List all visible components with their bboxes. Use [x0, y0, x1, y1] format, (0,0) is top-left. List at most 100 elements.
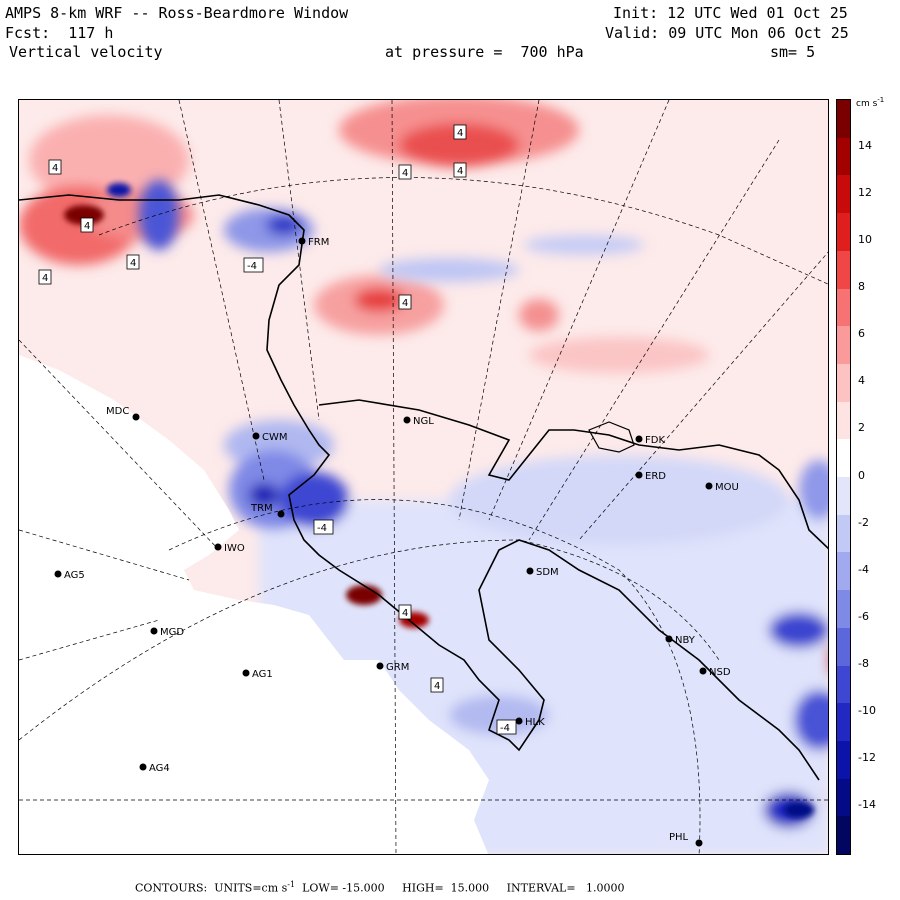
- contour-label-box: [453, 124, 467, 140]
- contour-label-box: [80, 217, 94, 233]
- colorbar-tick-label: -6: [858, 610, 869, 623]
- contour-label-text: 4: [434, 681, 440, 692]
- contour-label-box: [496, 719, 517, 735]
- colorbar-segment: [837, 627, 850, 666]
- colorbar-segment: [837, 703, 850, 742]
- colorbar-segment: [837, 363, 850, 403]
- station-label-sdm: SDM: [536, 567, 559, 578]
- station-label-frm: FRM: [308, 237, 329, 248]
- footer-contours: CONTOURS:: [135, 881, 208, 895]
- station-label-erd: ERD: [645, 471, 666, 482]
- colorbar-tick-label: 10: [858, 233, 872, 246]
- station-label-mdc: MDC: [106, 406, 129, 417]
- station-label-grm: GRM: [386, 662, 409, 673]
- station-marker-hlk: [515, 717, 523, 725]
- colorbar-tick-label: -4: [858, 563, 869, 576]
- station-marker-mgd: [150, 627, 158, 635]
- colorbar-tick-label: 2: [858, 421, 865, 434]
- colorbar-segment: [837, 326, 850, 365]
- colorbar-segment: [837, 137, 850, 176]
- colorbar: [836, 99, 851, 855]
- contour-label-box: [48, 159, 62, 175]
- station-marker-grm: [376, 662, 384, 670]
- colorbar-segment: [837, 665, 850, 704]
- colorbar-segment: [837, 175, 850, 214]
- station-marker-frm: [298, 237, 306, 245]
- station-marker-ag5: [54, 570, 62, 578]
- colorbar-tick-label: 0: [858, 469, 865, 482]
- colorbar-tick-label: -12: [858, 751, 876, 764]
- station-label-trm: TRM: [250, 503, 273, 514]
- colorbar-segment: [837, 552, 850, 591]
- colorbar-tick-label: 8: [858, 280, 865, 293]
- colorbar-tick-label: -10: [858, 704, 876, 717]
- colorbar-tick-label: -8: [858, 657, 869, 670]
- colorbar-tick-label: 6: [858, 327, 865, 340]
- colorbar-segment: [837, 816, 850, 855]
- colorbar-segment: [837, 590, 850, 629]
- contour-label-box: [398, 294, 412, 310]
- pressure-level: at pressure = 700 hPa: [385, 43, 584, 61]
- station-marker-ag4: [139, 763, 147, 771]
- station-label-fdk: FDK: [645, 435, 665, 446]
- station-label-iwo: IWO: [224, 543, 245, 554]
- island-outline: [588, 421, 635, 453]
- contour-label-box: [313, 519, 334, 535]
- colorbar-segment: [837, 288, 850, 327]
- colorbar-segment: [837, 778, 850, 817]
- station-label-phl: PHL: [669, 832, 689, 843]
- coastline-west: [19, 194, 179, 201]
- station-marker-ngl: [403, 416, 411, 424]
- contour-label-box: [243, 257, 264, 273]
- station-marker-ag1: [242, 669, 250, 677]
- station-label-nby: NBY: [675, 635, 696, 646]
- contour-label-box: [398, 604, 412, 620]
- colorbar-segment: [837, 213, 850, 252]
- station-marker-mou: [705, 482, 713, 490]
- colorbar-tick-label: 14: [858, 139, 872, 152]
- station-label-mou: MOU: [715, 482, 739, 493]
- station-marker-phl: [695, 839, 703, 847]
- contour-label-box: [453, 162, 467, 178]
- footer-high: HIGH= 15.000: [402, 881, 490, 895]
- contour-label-text: 4: [457, 166, 463, 177]
- station-label-ag4: AG4: [149, 763, 170, 774]
- map-panel: MDC NGL FDK ERD MOU IWO AG5 SDM MGD NBY AG1 GRM NSD H…: [18, 99, 829, 855]
- contour-label-text: 4: [402, 298, 408, 309]
- station-marker-fdk: [635, 435, 643, 443]
- contour-footer: CONTOURS: UNITS=cm s-1 LOW= -15.000 HIGH…: [135, 880, 625, 895]
- colorbar-segment: [837, 401, 850, 440]
- colorbar-units: cm s-1: [856, 96, 885, 109]
- station-label-ag1: AG1: [252, 669, 273, 680]
- station-marker-trm: [277, 510, 285, 518]
- contour-label-text: 4: [52, 163, 58, 174]
- colorbar-tick-label: 12: [858, 186, 872, 199]
- colorbar-segment: [837, 740, 850, 780]
- vertical-velocity-map: MDC NGL FDK ERD MOU IWO AG5 SDM MGD NBY AG1 GRM NSD H…: [19, 100, 828, 854]
- station-marker-mdc: [132, 413, 140, 421]
- contour-label-text: 4: [402, 608, 408, 619]
- contour-label-text: 4: [84, 221, 90, 232]
- field-name: Vertical velocity: [9, 43, 163, 61]
- coastline: [178, 194, 820, 781]
- station-label-nsd: NSD: [709, 667, 731, 678]
- contour-label-text: 4: [457, 128, 463, 139]
- stations-layer: MDC NGL FDK ERD MOU IWO AG5 SDM MGD NBY AG1 GRM NSD H…: [54, 237, 739, 847]
- contour-label-text: -4: [317, 523, 327, 534]
- station-label-ngl: NGL: [413, 416, 434, 427]
- footer-units-exp: -1: [287, 880, 296, 889]
- ice-shelf-edge: [318, 399, 828, 550]
- graticule: [19, 100, 828, 854]
- station-label-hlk: HLK: [525, 717, 545, 728]
- contour-label-box: [38, 269, 52, 285]
- station-marker-nsd: [699, 667, 707, 675]
- contour-label-text: 4: [130, 258, 136, 269]
- valid-time: Valid: 09 UTC Mon 06 Oct 25: [605, 24, 849, 42]
- contour-label-box: [126, 254, 140, 270]
- intense-cores: [64, 183, 814, 818]
- map-title: AMPS 8-km WRF -- Ross-Beardmore Window: [5, 4, 349, 22]
- station-marker-erd: [635, 471, 643, 479]
- colorbar-tick-label: -14: [858, 798, 876, 811]
- contour-label-box: [398, 164, 412, 180]
- station-label-cwm: CWM: [262, 432, 288, 443]
